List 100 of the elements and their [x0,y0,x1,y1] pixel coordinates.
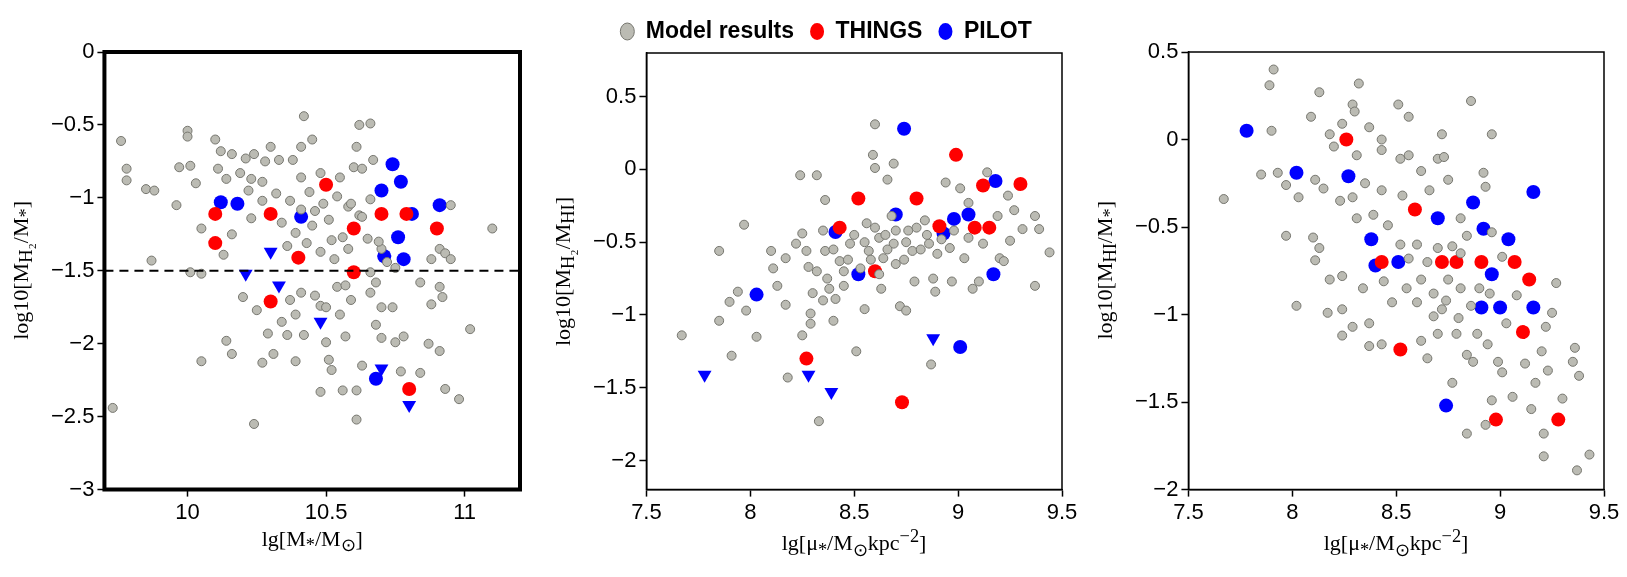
point [319,177,334,192]
x-tick-label: 9.5 [1588,498,1620,524]
point [1522,272,1537,287]
x-tick-label: 8.5 [1380,498,1412,524]
x-tick-label: 7.5 [631,498,662,524]
point [1474,300,1489,315]
point [824,388,839,401]
point [1526,300,1541,315]
y-tick-label: −1 [611,301,637,327]
point [1507,255,1522,270]
point [1551,412,1566,427]
y-tick-label: −2 [69,329,95,355]
legend-label: PILOT [963,16,1032,43]
x-tick-label: 7.5 [1173,498,1204,524]
point [208,236,223,251]
point [1364,232,1379,247]
point [897,121,912,136]
point [396,252,411,267]
point [402,401,417,413]
point [949,147,964,162]
point [749,287,764,302]
point [374,206,389,221]
x-axis-title: lg[M$_{*}$/M$_{⊙}$] [261,525,363,556]
y-tick-label: 0 [82,38,95,64]
y-tick-label: 0.5 [605,82,637,108]
x-axis-title: lg[μ$_{*}$/M$_{⊙}$kpc$^{−2}$] [1323,525,1469,561]
point [313,317,328,330]
point [982,220,997,235]
y-tick-label: −1.5 [1134,388,1179,414]
point [393,174,408,189]
point [1439,398,1454,413]
point [988,174,1003,189]
point [374,364,389,377]
y-tick-label: −1 [69,183,95,209]
point [1341,169,1356,184]
point [799,351,814,366]
legend-label: Model results [645,16,795,43]
point [432,198,447,213]
point [1430,211,1445,226]
point [1289,165,1304,180]
point [230,196,245,211]
point [399,206,414,221]
x-tick-label: 11 [453,498,477,524]
point [1374,255,1389,270]
point [374,183,389,198]
x-tick-label: 9 [1493,498,1507,524]
x-axis-title: lg[μ$_{*}$/M$_{⊙}$kpc$^{−2}$] [781,525,927,561]
point [1239,123,1254,138]
point [346,221,361,236]
point [932,219,947,234]
legend-label: THINGS [835,16,923,43]
x-tick-label: 9.5 [1046,498,1078,524]
point [961,207,976,222]
point [1407,202,1422,217]
point [391,230,406,245]
y-tick-label: −2 [1153,475,1179,501]
point [895,395,910,410]
y-tick-label: −2.5 [50,402,95,428]
y-tick-label: −0.5 [1134,213,1179,239]
y-tick-label: −0.5 [50,111,95,136]
point [1393,342,1408,357]
point [697,370,712,383]
point [832,220,847,235]
point [1501,232,1516,247]
point [368,371,383,386]
point [1013,176,1028,191]
point [986,267,1001,282]
point [801,370,816,383]
point [263,206,278,221]
point [272,281,286,294]
x-tick-label: 9 [951,498,965,524]
point [1466,195,1481,210]
x-tick-label: 10.5 [304,498,348,524]
point [1339,132,1354,147]
x-tick-label: 8 [1286,498,1299,524]
y-tick-label: −0.5 [592,228,637,254]
point [429,221,444,236]
y-tick-label: −1.5 [50,256,95,282]
point [851,191,866,206]
x-tick-label: 8.5 [838,498,870,524]
y-tick-label: −1 [1153,300,1179,326]
point [385,157,400,172]
point [967,220,982,235]
point [1449,255,1464,270]
point [291,250,306,265]
point [263,247,278,260]
point [213,195,228,210]
x-tick-label: 10 [175,498,200,524]
point [1484,267,1499,282]
point [263,294,278,309]
point [1488,412,1503,427]
point [946,211,961,226]
point [926,334,941,347]
y-tick-label: −2 [611,446,637,472]
y-tick-label: 0 [624,155,637,181]
point [1434,255,1449,270]
point [1391,255,1406,270]
point [1526,185,1541,200]
point [208,206,223,221]
y-tick-label: 0.5 [1147,38,1179,64]
